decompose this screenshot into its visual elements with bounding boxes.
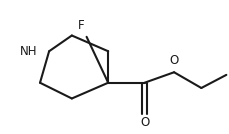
Text: NH: NH bbox=[20, 45, 38, 58]
Text: O: O bbox=[169, 54, 178, 67]
Text: O: O bbox=[139, 116, 149, 129]
Text: F: F bbox=[77, 19, 84, 32]
